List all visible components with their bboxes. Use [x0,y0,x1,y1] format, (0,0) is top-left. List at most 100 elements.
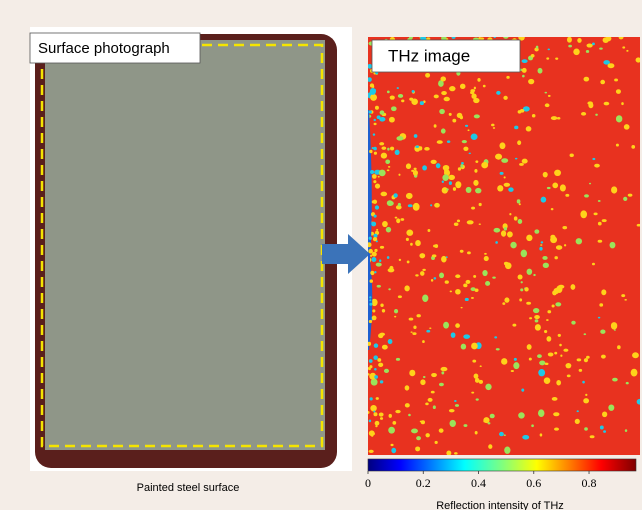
speckle [378,176,380,178]
speckle [404,285,409,291]
speckle [413,325,416,329]
speckle [463,334,470,339]
edge-dot [371,88,376,93]
speckle [463,147,468,151]
speckle [471,297,474,299]
speckle [514,358,517,361]
speckle [415,274,418,276]
speckle [592,158,595,160]
speckle [408,414,411,417]
speckle [514,126,518,130]
speckle [420,421,423,423]
speckle [465,125,468,127]
speckle [429,327,431,328]
speckle [600,80,605,85]
speckle [396,136,403,141]
speckle [437,140,443,144]
edge-dot [369,320,372,323]
speckle [406,193,413,199]
edge-dot [374,343,378,347]
speckle [536,46,539,49]
speckle [439,109,445,114]
speckle [577,358,582,361]
speckle [501,230,506,236]
speckle [504,227,507,230]
speckle [395,150,400,155]
speckle [377,358,381,362]
speckle [442,180,444,182]
speckle [587,44,593,48]
speckle [405,403,410,407]
speckle [422,165,427,170]
speckle [369,450,374,453]
speckle [518,275,523,280]
speckle [632,352,639,358]
speckle [477,78,480,82]
speckle [590,435,595,438]
speckle [463,424,467,427]
speckle [409,98,413,101]
speckle [519,163,524,166]
speckle [622,46,625,48]
speckle [471,392,474,394]
speckle [422,340,425,343]
edge-dot [375,421,380,426]
speckle [537,354,542,358]
speckle [414,168,417,170]
speckle [496,348,500,350]
speckle [600,330,605,334]
speckle [539,360,545,365]
speckle [544,377,551,384]
speckle [504,176,506,178]
speckle [521,281,523,283]
speckle [422,294,428,301]
speckle [599,48,603,50]
speckle [494,336,497,338]
speckle [434,124,437,127]
edge-dot [373,412,377,416]
speckle [426,330,430,333]
speckle [491,124,494,127]
speckle [444,97,450,102]
speckle [380,380,383,383]
edge-dot [372,309,375,312]
edge-dot [369,296,371,298]
speckle [470,89,475,92]
speckle [416,314,420,317]
speckle [390,444,393,446]
speckle [504,183,510,187]
speckle [513,362,519,369]
edge-dot [369,150,372,153]
speckle [431,373,437,377]
speckle [398,94,403,98]
speckle [474,169,477,173]
speckle [411,170,414,172]
speckle [555,57,558,59]
speckle [552,397,558,401]
speckle [631,369,638,377]
speckle [483,85,486,88]
speckle [562,226,567,229]
speckle [411,331,413,333]
speckle [390,96,395,100]
edge-dot [373,237,377,241]
speckle [616,115,622,122]
figure: Surface photograph THz image Painted ste… [0,0,642,510]
speckle [388,339,393,344]
speckle [526,235,532,241]
speckle [462,140,467,143]
speckle [577,410,579,412]
speckle [628,194,633,197]
speckle [512,324,516,327]
speckle [611,322,617,330]
speckle [458,167,461,170]
speckle [588,102,593,108]
speckle [389,117,395,123]
speckle [384,369,389,373]
edge-dot [371,434,373,436]
speckle [602,411,607,417]
speckle [598,240,603,243]
speckle [375,183,380,188]
speckle [584,358,588,362]
speckle [504,262,509,266]
